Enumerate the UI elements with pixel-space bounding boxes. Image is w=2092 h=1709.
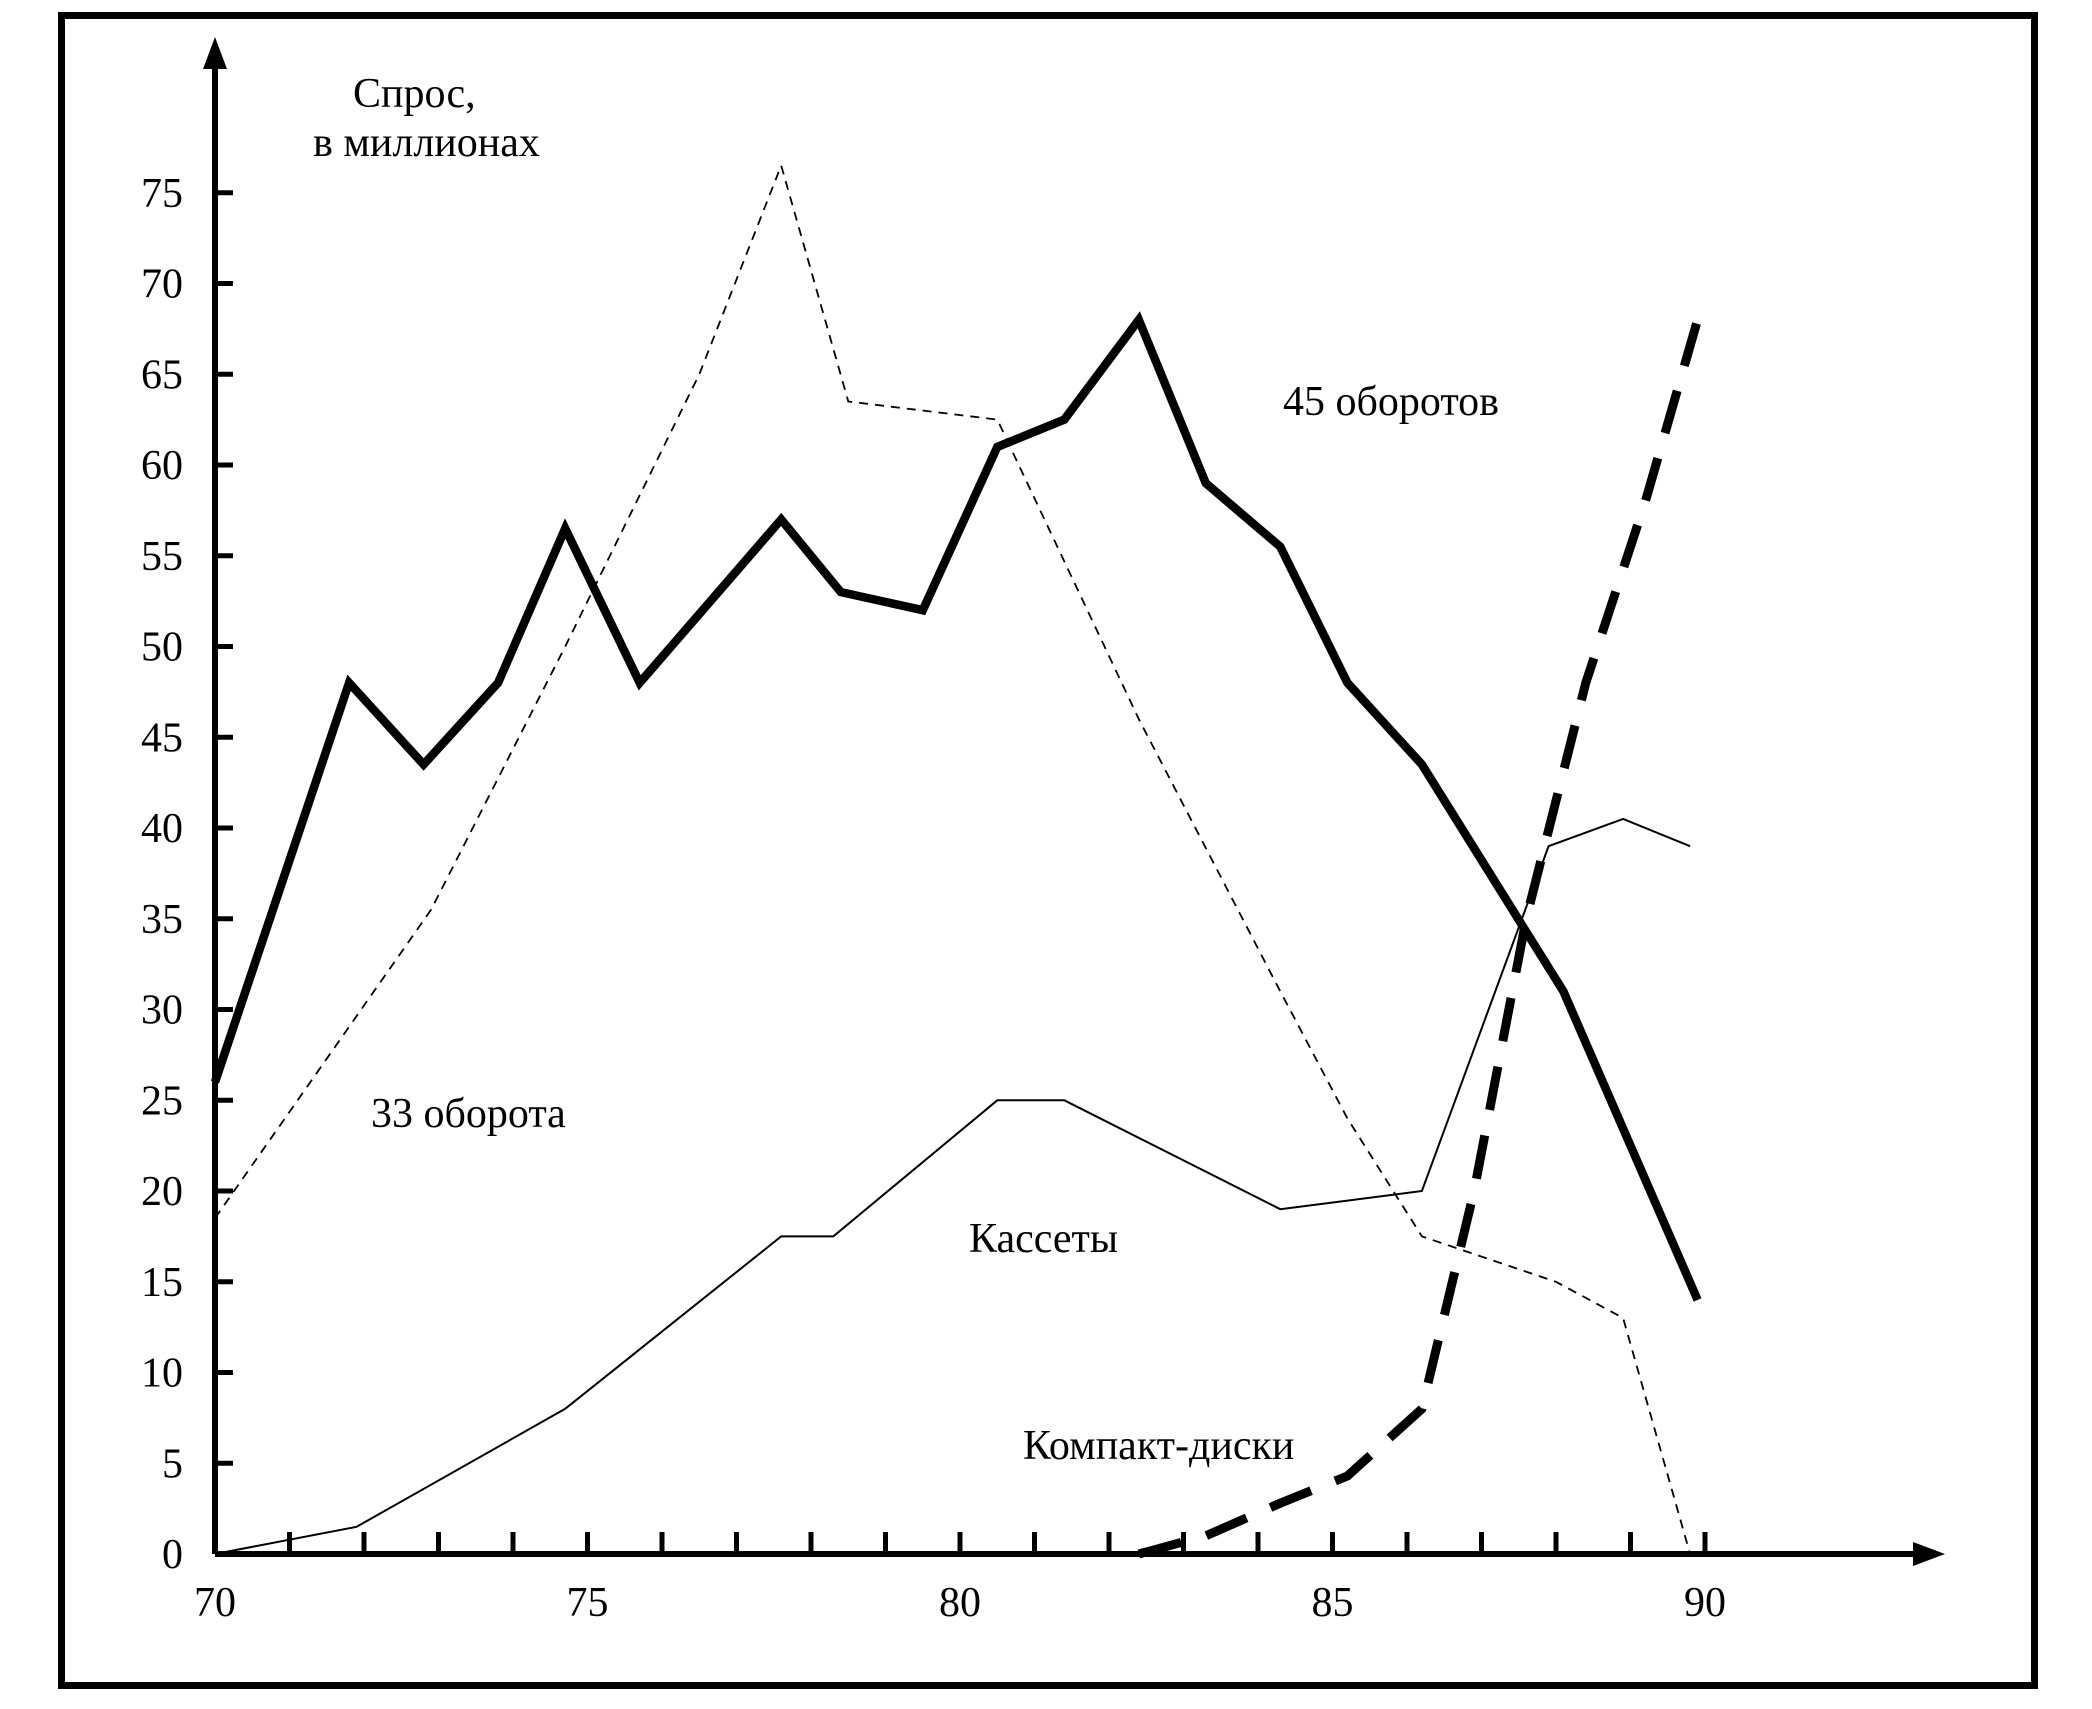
y-tick-label: 25: [141, 1078, 183, 1124]
annotation-cassettes: Кассеты: [969, 1216, 1118, 1262]
y-axis-title-line1: Спрос,: [353, 71, 476, 117]
line-chart: 70 75 80 85 90 05101520253035404550556065707…: [141, 37, 1945, 1626]
x-tick-label: 80: [939, 1580, 981, 1626]
y-tick-label: 45: [141, 715, 183, 761]
y-tick-label: 50: [141, 625, 183, 671]
y-tick-label: 35: [141, 897, 183, 943]
y-tick-label: 55: [141, 534, 183, 580]
y-tick-label: 75: [141, 171, 183, 217]
chart-frame: 70 75 80 85 90 0 5 10 15 20 25 30 35 40 45 50 55 60 65 70 7…: [58, 12, 2038, 1689]
x-tick-label: 85: [1312, 1580, 1354, 1626]
y-tick-label: 10: [141, 1351, 183, 1397]
y-tick-label: 0: [162, 1532, 183, 1578]
x-axis-arrow: [1913, 1542, 1945, 1566]
x-tick-label: 90: [1684, 1580, 1726, 1626]
y-axis-arrow: [203, 37, 227, 69]
series-compact-discs-line: [1137, 318, 1702, 1559]
y-tick-label: 15: [141, 1260, 183, 1306]
y-tick-label: 60: [141, 443, 183, 489]
x-tick-label: 70: [194, 1580, 236, 1626]
y-tick-label: 70: [141, 262, 183, 308]
annotation-45-rpm: 45 оборотов: [1283, 379, 1499, 425]
y-tick-label: 5: [162, 1441, 183, 1487]
y-ticks: 0 5 10 15 20 25 30 35 40 45 50 55 60 65 70 75: [141, 171, 233, 1578]
y-tick-label: 40: [141, 806, 183, 852]
y-tick-label: 30: [141, 988, 183, 1034]
series-45-rpm-line: [210, 311, 1702, 1302]
y-tick-label: 65: [141, 352, 183, 398]
axes: 70 75 80 85 90 05101520253035404550556065707…: [141, 37, 1945, 1626]
annotation-33-rpm: 33 оборота: [371, 1091, 566, 1137]
annotation-labels: Спрос, в миллионах 45 оборотов 33 оборот…: [313, 71, 1499, 1469]
x-ticks: 70 75 80 85 90: [194, 1532, 1726, 1626]
series-33-rpm-line: [214, 162, 1691, 1555]
series-layer: [210, 162, 1702, 1559]
y-axis-title-line2: в миллионах: [313, 120, 540, 166]
annotation-compact-discs: Компакт-диски: [1023, 1423, 1294, 1469]
x-tick-label: 75: [567, 1580, 609, 1626]
y-tick-label: 20: [141, 1169, 183, 1215]
series-cassettes-line: [214, 817, 1691, 1555]
